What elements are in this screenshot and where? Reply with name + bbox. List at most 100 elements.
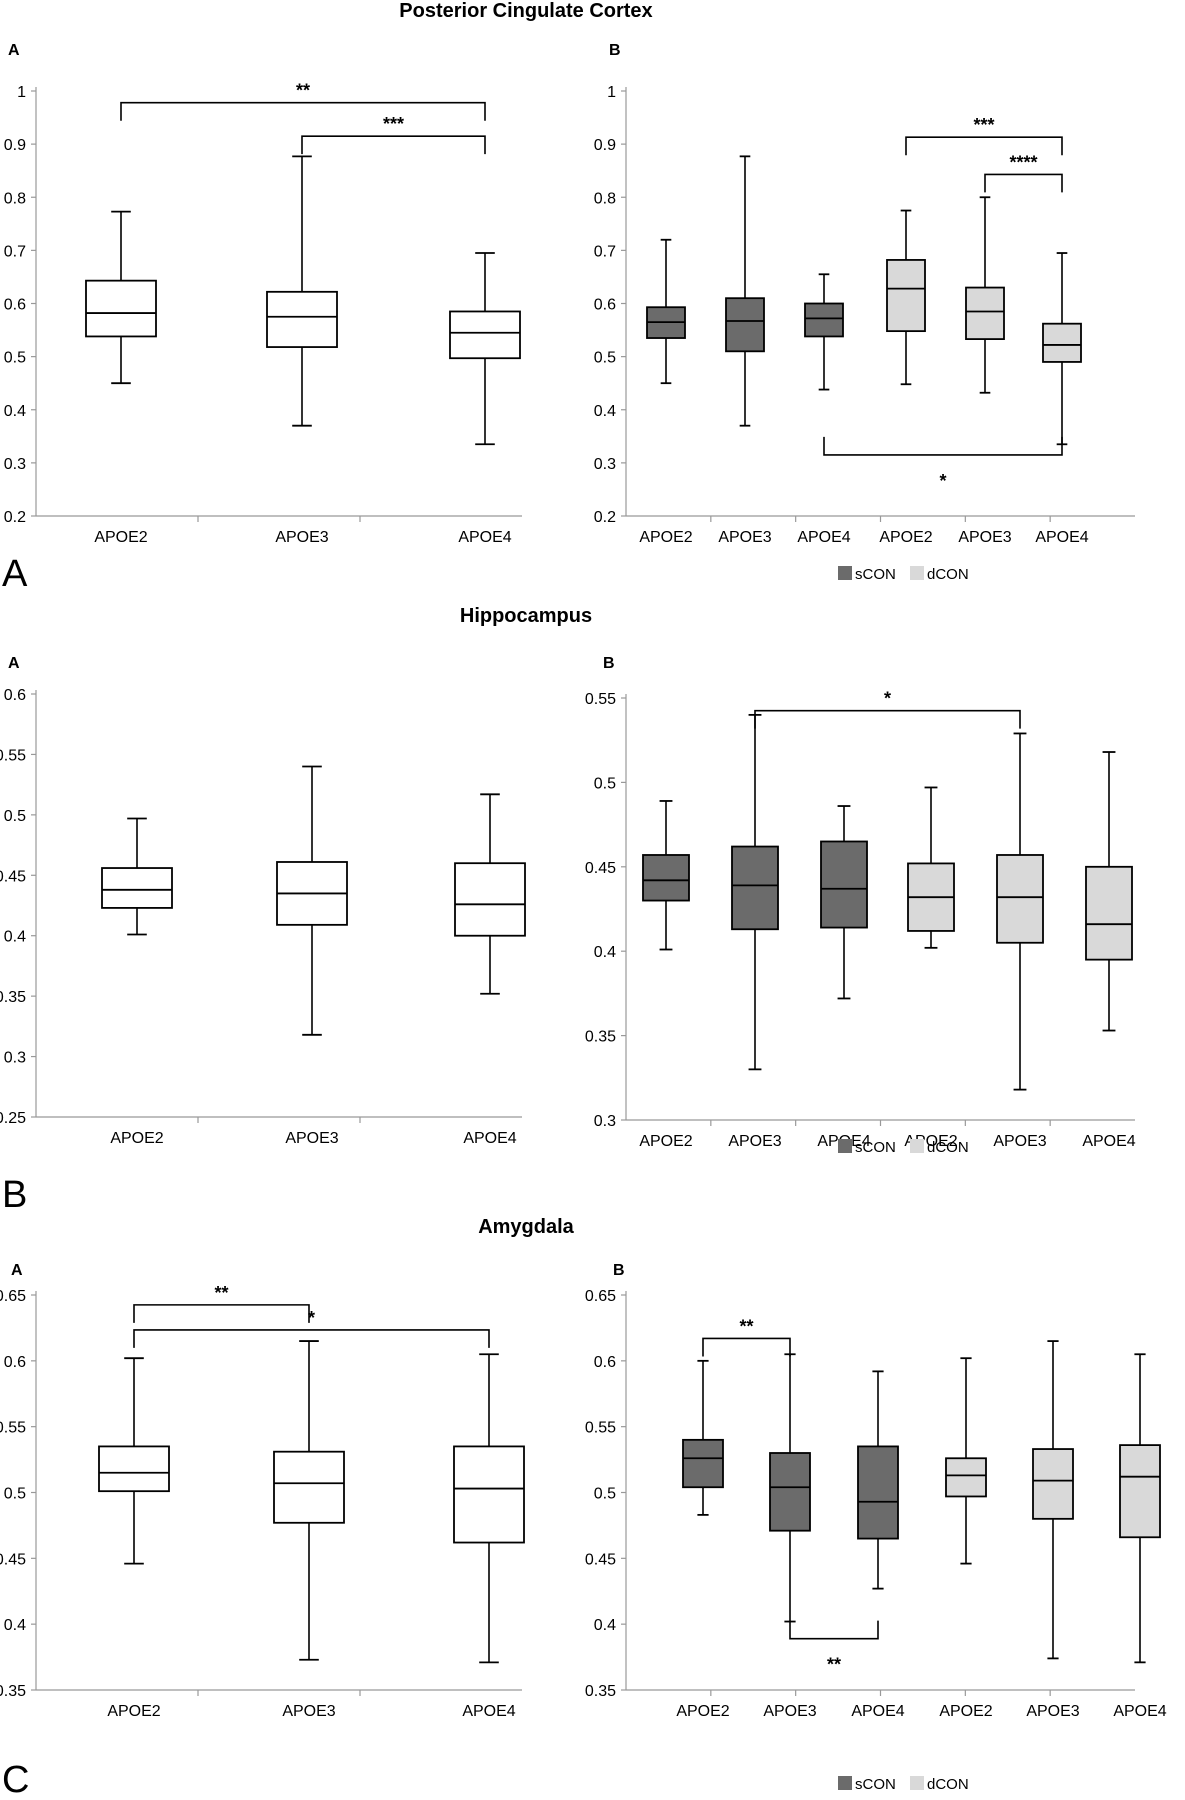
box-apoe2-sCON [642,800,690,951]
iqr-box [1119,1444,1161,1539]
y-tick-label: 0.55 [0,747,26,764]
section-label-c: C [2,1759,29,1800]
iqr-box [1032,1448,1074,1520]
significance-bracket: ** [789,1620,879,1675]
y-tick-label: 0.45 [0,868,26,885]
box-apoe2-white [98,1357,170,1565]
chart-4: 0.35 0.4 0.45 0.5 0.55 0.6 0.65 APOE2 APOE3 APOE4… [0,1283,525,1720]
x-tick-label: APOE2 [639,1133,692,1150]
bracket-line [301,135,486,155]
x-tick-label: APOE3 [1026,1703,1079,1720]
box-apoe4-dCON [1042,252,1082,446]
bracket-line [133,1304,310,1323]
iqr-box [769,1452,811,1532]
significance-label: ** [296,81,310,101]
box-apoe2-sCON [646,238,686,385]
box-apoe4-sCON [820,805,868,1000]
chart-3: 0.3 0.35 0.4 0.45 0.5 0.55 APOE2 APOE3 APOE4 APOE… [585,689,1136,1150]
y-tick-label: 0.4 [4,929,26,946]
significance-label: * [884,689,891,709]
x-tick-label: APOE4 [851,1703,904,1720]
x-tick-label: APOE4 [1082,1133,1135,1150]
box-apoe4-white [449,252,521,446]
x-tick-label: APOE2 [939,1703,992,1720]
iqr-box [454,862,526,937]
y-tick-label: 0.45 [585,1551,616,1568]
x-tick-label: APOE3 [285,1130,338,1147]
iqr-box [98,1445,170,1493]
chart-0: 0.2 0.3 0.4 0.5 0.6 0.7 0.8 0.9 1 APOE2 APOE3 APOE4… [4,81,522,546]
y-tick-label: 0.6 [4,1354,26,1371]
chart-2: 0.25 0.3 0.35 0.4 0.45 0.5 0.55 0.6 APOE2 APOE3 AP… [0,687,526,1147]
significance-label: *** [973,115,994,135]
iqr-box [273,1450,345,1524]
y-tick-label: 0.3 [594,456,616,473]
box-apoe4-dCON [1085,751,1133,1032]
legend-swatch-scon [838,1776,852,1790]
section-title-pcc: Posterior Cingulate Cortex [399,0,652,22]
x-tick-label: APOE3 [275,529,328,546]
x-tick-label: APOE2 [879,529,932,546]
iqr-box [453,1445,525,1544]
y-tick-label: 0.25 [0,1110,26,1127]
box-apoe3-sCON [769,1353,811,1623]
y-tick-label: 0.3 [4,1050,26,1067]
y-tick-label: 0.4 [594,403,616,420]
significance-bracket: *** [301,114,486,155]
y-tick-label: 0.6 [594,297,616,314]
iqr-box [965,286,1005,340]
box-apoe2-sCON [682,1359,724,1516]
iqr-box [682,1438,724,1489]
significance-bracket: * [823,436,1063,491]
iqr-box [85,279,157,338]
legend: sCON dCON [838,1776,969,1793]
y-tick-label: 0.2 [4,509,26,526]
significance-label: ** [739,1316,753,1336]
y-tick-label: 0.65 [0,1288,26,1305]
y-tick-label: 0.5 [4,350,26,367]
iqr-box [266,290,338,348]
significance-label: * [939,471,946,491]
bracket-line [120,101,486,121]
y-tick-label: 0.4 [594,944,616,961]
legends-layer: sCON dCON sCON dCON sCON dCON [838,566,969,1793]
iqr-box [1085,865,1133,961]
panel-letter-pcc-a: A [8,42,20,59]
box-apoe3-white [276,765,348,1036]
y-tick-label: 0.35 [585,1029,616,1046]
significance-bracket: **** [984,152,1063,193]
box-apoe3-dCON [1032,1340,1074,1660]
y-tick-label: 0.8 [594,190,616,207]
box-apoe4-white [453,1353,525,1664]
iqr-box [1042,322,1082,363]
y-tick-label: 0.35 [0,1683,26,1700]
iqr-box [857,1445,899,1540]
box-apoe4-sCON [857,1370,899,1590]
y-tick-label: 0.55 [585,1420,616,1437]
iqr-box [642,854,690,902]
significance-bracket: *** [905,115,1063,156]
x-tick-label: APOE4 [1035,529,1088,546]
significance-bracket: * [754,689,1021,729]
legend-swatch-dcon [910,1776,924,1790]
x-tick-label: APOE4 [463,1130,516,1147]
y-tick-label: 0.5 [4,1486,26,1503]
legend-label-dcon: dCON [927,566,969,583]
significance-label: * [308,1308,315,1328]
panel-letter-hip-a: A [8,655,20,672]
bracket-line [984,173,1063,193]
legend-swatch-dcon [910,566,924,580]
box-apoe2-white [85,210,157,385]
box-apoe3-sCON [725,155,765,427]
y-tick-label: 0.5 [4,808,26,825]
x-tick-label: APOE3 [728,1133,781,1150]
y-tick-label: 0.35 [585,1683,616,1700]
section-title-hippocampus: Hippocampus [460,605,592,627]
x-tick-label: APOE4 [462,1703,515,1720]
iqr-box [820,840,868,929]
legend-label-scon: sCON [855,1139,896,1156]
section-label-b: B [2,1174,27,1216]
y-tick-label: 1 [17,84,26,101]
significance-bracket: ** [133,1283,310,1323]
legend-label-scon: sCON [855,1776,896,1793]
